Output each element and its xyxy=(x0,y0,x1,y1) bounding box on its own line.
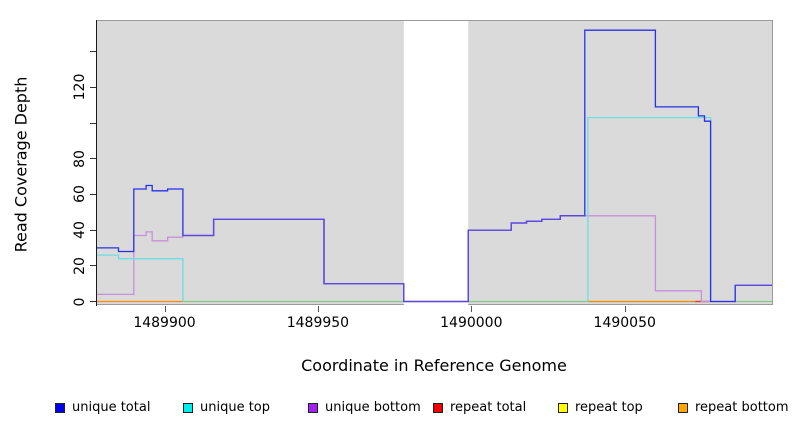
gap-region xyxy=(403,20,469,305)
plot-panel xyxy=(97,20,773,305)
y-tick-mark xyxy=(90,193,96,195)
legend-swatch-icon xyxy=(308,403,318,413)
y-tick-label: 60 xyxy=(72,185,88,204)
legend-label: repeat total xyxy=(450,400,527,415)
legend-swatch-icon xyxy=(433,403,443,413)
y-tick-mark xyxy=(90,122,96,124)
legend-label: unique total xyxy=(72,400,151,415)
x-axis-title: Coordinate in Reference Genome xyxy=(301,356,567,375)
x-tick-mark xyxy=(624,306,626,312)
legend-swatch-icon xyxy=(678,403,688,413)
series-unique-top-left xyxy=(97,254,184,302)
legend-label: unique bottom xyxy=(325,400,421,415)
y-tick-label: 0 xyxy=(72,297,88,306)
y-tick-label: 20 xyxy=(72,256,88,275)
y-tick-mark xyxy=(90,301,96,302)
x-tick-label: 1490000 xyxy=(440,315,503,331)
legend-swatch-icon xyxy=(183,403,193,413)
y-tick-mark xyxy=(90,158,96,160)
x-tick-mark xyxy=(317,306,319,312)
y-axis-line xyxy=(96,20,97,306)
series-total-bottom-overlap xyxy=(182,215,585,303)
x-tick-mark xyxy=(471,306,473,312)
x-tick-label: 1489950 xyxy=(286,315,350,331)
y-tick-mark xyxy=(90,86,96,88)
y-tick-mark xyxy=(90,51,96,53)
x-tick-label: 1489900 xyxy=(133,315,196,331)
x-tick-label: 1490050 xyxy=(593,315,656,331)
y-tick-mark xyxy=(90,229,96,231)
y-axis-title: Read Coverage Depth xyxy=(11,76,31,253)
legend-swatch-icon xyxy=(558,403,568,413)
y-tick-label: 120 xyxy=(72,73,88,101)
y-tick-mark xyxy=(90,265,96,267)
x-tick-mark xyxy=(164,306,166,312)
legend-label: repeat top xyxy=(575,400,643,415)
series-unique-top-right xyxy=(587,116,712,302)
y-tick-label: 40 xyxy=(72,221,88,240)
legend-swatch-icon xyxy=(55,403,65,413)
plot-canvas xyxy=(97,20,772,305)
legend-label: unique top xyxy=(200,400,271,415)
legend-label: repeat bottom xyxy=(695,400,789,415)
y-tick-label: 80 xyxy=(72,149,88,168)
